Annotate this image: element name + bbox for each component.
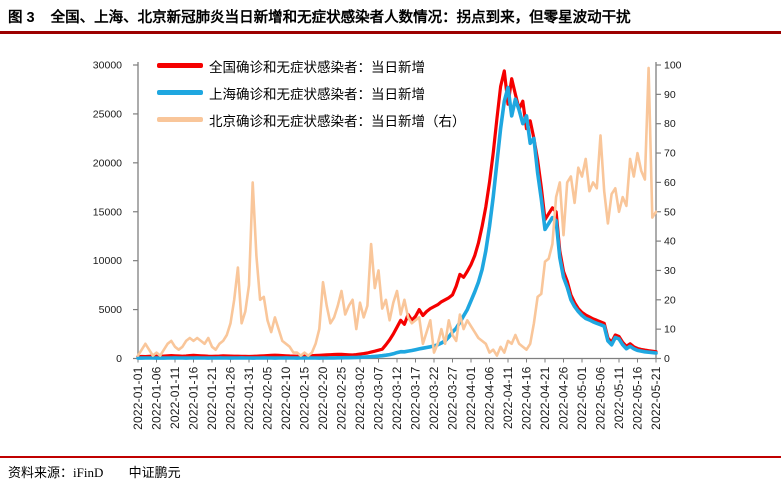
x-axis-tick-label: 2022-01-11	[168, 366, 182, 429]
series-line-2	[136, 66, 658, 357]
x-axis-tick-label: 2022-01-01	[131, 366, 145, 430]
legend-item-national: 全国确诊和无症状感染者：当日新增	[157, 52, 466, 79]
y-axis-left-tick-label: 10000	[93, 255, 122, 267]
y-axis-right-tick-label: 20	[664, 294, 676, 306]
x-axis-tick-label: 2022-05-01	[575, 366, 589, 430]
x-axis-tick-label: 2022-03-17	[409, 366, 423, 430]
x-axis-tick-label: 2022-05-21	[649, 366, 663, 430]
x-axis-tick-label: 2022-04-26	[557, 366, 571, 430]
legend-label-beijing: 北京确诊和无症状感染者：当日新增（右）	[209, 113, 466, 129]
x-axis-tick-label: 2022-04-16	[520, 366, 534, 430]
x-axis-tick-label: 2022-05-11	[612, 366, 626, 429]
x-axis-tick-label: 2022-03-27	[446, 366, 460, 430]
x-axis-tick-label: 2022-03-02	[353, 366, 367, 430]
y-axis-left-tick-label: 25000	[93, 108, 122, 120]
x-axis-tick-label: 2022-02-15	[298, 366, 312, 430]
beijing-line-swatch	[157, 117, 203, 122]
y-axis-left-tick-label: 20000	[93, 157, 122, 169]
figure-title-text: 全国、上海、北京新冠肺炎当日新增和无症状感染者人数情况：拐点到来，但零星波动干扰	[50, 10, 631, 26]
footer-divider	[0, 456, 781, 458]
x-axis-tick-label: 2022-04-11	[501, 366, 515, 429]
x-axis-tick-label: 2022-02-05	[261, 366, 275, 430]
y-axis-right-tick-label: 10	[664, 324, 676, 336]
legend-label-shanghai: 上海确诊和无症状感染者：当日新增	[209, 86, 425, 102]
legend-label-national: 全国确诊和无症状感染者：当日新增	[209, 59, 425, 75]
x-axis-tick-label: 2022-01-31	[242, 366, 256, 430]
x-axis-tick-label: 2022-04-01	[464, 366, 478, 430]
y-axis-left-tick-label: 5000	[99, 304, 123, 316]
x-axis-tick-label: 2022-02-20	[316, 366, 330, 430]
y-axis-left-tick-label: 15000	[93, 206, 122, 218]
x-axis-tick-label: 2022-01-21	[205, 366, 219, 430]
y-axis-right-tick-label: 60	[664, 177, 676, 189]
x-axis-tick-label: 2022-02-25	[335, 366, 349, 430]
y-axis-right-tick-label: 70	[664, 148, 676, 160]
figure-title: 图 3 全国、上海、北京新冠肺炎当日新增和无症状感染者人数情况：拐点到来，但零星波…	[8, 6, 631, 27]
y-axis-right-tick-label: 40	[664, 236, 676, 248]
figure-number: 图 3	[8, 10, 35, 26]
y-axis-right-tick-label: 90	[664, 89, 676, 101]
y-axis-right-tick-label: 0	[664, 353, 670, 365]
y-axis-left-tick-label: 30000	[93, 60, 122, 72]
x-axis-tick-label: 2022-04-21	[538, 366, 552, 430]
y-axis-right-tick-label: 30	[664, 265, 676, 277]
y-axis-left-tick-label: 0	[116, 353, 122, 365]
x-axis-tick-label: 2022-03-12	[390, 366, 404, 430]
x-axis-tick-label: 2022-01-06	[150, 366, 164, 430]
title-divider	[0, 31, 781, 34]
x-axis-tick-label: 2022-03-07	[372, 366, 386, 430]
x-axis-tick-label: 2022-02-10	[279, 366, 293, 430]
y-axis-right-tick-label: 50	[664, 206, 676, 218]
source-text: 资料来源：iFinD	[8, 465, 104, 480]
y-axis-right-tick-label: 80	[664, 118, 676, 130]
org-name: 中证鹏元	[128, 465, 181, 480]
legend-item-beijing: 北京确诊和无症状感染者：当日新增（右）	[157, 106, 466, 133]
legend-item-shanghai: 上海确诊和无症状感染者：当日新增	[157, 79, 466, 106]
x-axis-tick-label: 2022-01-26	[224, 366, 238, 430]
series-line-1	[136, 85, 658, 360]
x-axis-tick-label: 2022-05-06	[594, 366, 608, 430]
footer: 资料来源：iFinD 中证鹏元	[8, 462, 181, 481]
y-axis-right-tick-label: 100	[664, 60, 682, 72]
national-line-swatch	[157, 63, 203, 68]
x-axis-tick-label: 2022-03-22	[427, 366, 441, 430]
shanghai-line-swatch	[157, 90, 203, 95]
x-axis-tick-label: 2022-01-16	[187, 366, 201, 430]
x-axis-tick-label: 2022-05-16	[631, 366, 645, 430]
chart-legend: 全国确诊和无症状感染者：当日新增 上海确诊和无症状感染者：当日新增 北京确诊和无…	[157, 52, 466, 133]
x-axis-tick-label: 2022-04-06	[483, 366, 497, 430]
